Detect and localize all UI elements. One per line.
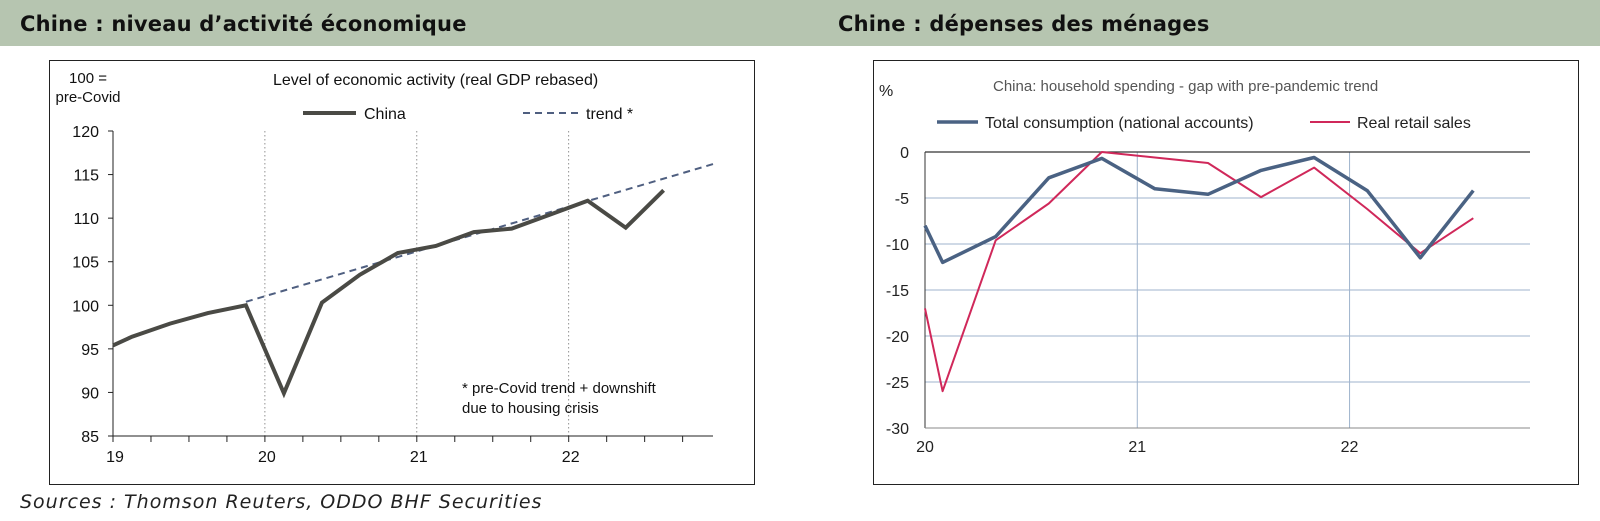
annotation-text: * pre-Covid trend + downshift — [462, 380, 657, 397]
y-tick-label: -30 — [886, 421, 909, 438]
header-bar — [0, 0, 1600, 46]
household-spending-chart: 0 -5 -10 -15 -20 -25 -30 20 21 22% China: househol… — [879, 78, 1530, 456]
x-tick-label: 21 — [410, 449, 428, 466]
legend-label-total-consumption: Total consumption (national accounts) — [985, 115, 1254, 132]
right-chart-frame: 0 -5 -10 -15 -20 -25 -30 20 21 22% China: househol… — [873, 60, 1579, 485]
y-tick-label: 105 — [72, 255, 99, 272]
y-axis-label: % — [879, 83, 893, 100]
y-tick-label: 120 — [72, 124, 99, 141]
y-tick-label: 100 — [72, 298, 99, 315]
x-tick-label: 21 — [1128, 439, 1146, 456]
y-tick-label: -25 — [886, 375, 909, 392]
annotation-text: due to housing crisis — [462, 400, 599, 417]
y-tick-label: 90 — [81, 385, 99, 402]
x-tick-label: 20 — [258, 449, 276, 466]
left-chart-frame: 85 90 95 100 105 110 115 120 19 20 21 22 100 = pre-Co… — [49, 60, 755, 485]
legend-label-china: China — [364, 106, 406, 123]
legend-label-real-retail-sales: Real retail sales — [1357, 115, 1471, 132]
y-axis-label: pre-Covid — [55, 89, 120, 106]
series-line-real-retail-sales — [924, 151, 1474, 393]
y-tick-label: 110 — [73, 211, 99, 228]
x-tick-label: 22 — [562, 449, 580, 466]
economic-activity-chart: 85 90 95 100 105 110 115 120 19 20 21 22 100 = pre-Co… — [55, 70, 714, 466]
x-tick-label: 19 — [106, 449, 124, 466]
y-tick-label: -15 — [886, 283, 909, 300]
sources-note: Sources : Thomson Reuters, ODDO BHF Secu… — [20, 491, 543, 513]
chart-title: China: household spending - gap with pre… — [993, 78, 1378, 95]
series-line-total-consumption — [923, 155, 1475, 265]
y-tick-label: 85 — [81, 429, 99, 446]
y-tick-label: 115 — [73, 168, 99, 185]
right-panel-title: Chine : dépenses des ménages — [838, 12, 1210, 36]
y-tick-label: 95 — [81, 342, 99, 359]
y-axis-label: 100 = — [69, 70, 107, 87]
y-tick-label: -20 — [886, 329, 909, 346]
x-tick-label: 22 — [1341, 439, 1359, 456]
left-panel-title: Chine : niveau d’activité économique — [20, 12, 467, 36]
y-tick-label: -10 — [886, 237, 909, 254]
y-tick-label: 0 — [900, 145, 909, 162]
series-line-china — [112, 188, 666, 399]
y-tick-label: -5 — [895, 191, 909, 208]
x-tick-label: 20 — [916, 439, 934, 456]
legend-label-trend: trend * — [586, 106, 633, 123]
chart-title: Level of economic activity (real GDP reb… — [273, 72, 598, 89]
